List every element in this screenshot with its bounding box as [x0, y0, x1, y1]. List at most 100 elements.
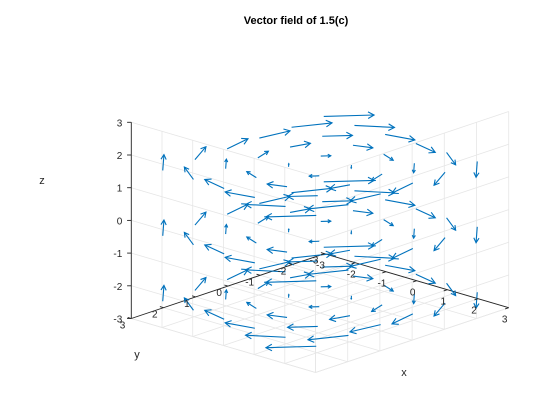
- x-tick-label: 2: [471, 306, 477, 317]
- arrow-shaft: [267, 248, 288, 253]
- y-tick-label: 3: [120, 321, 126, 332]
- arrow-shaft: [225, 289, 227, 300]
- arrow-shaft: [323, 114, 375, 117]
- vector-arrow: [433, 237, 446, 252]
- vector-arrow: [291, 185, 334, 194]
- vector-arrow: [244, 200, 286, 209]
- arrow-shaft: [194, 277, 207, 291]
- vector-arrow: [322, 131, 354, 140]
- vector-arrow: [308, 239, 320, 244]
- vector-arrow: [390, 182, 414, 195]
- arrow-shaft: [289, 208, 311, 213]
- arrow-shaft: [322, 200, 353, 203]
- back-wall-gridline: [131, 154, 316, 210]
- vector-arrow: [354, 123, 396, 131]
- arrow-head: [328, 249, 337, 257]
- arrow-shaft: [415, 208, 436, 219]
- vector-arrow: [264, 212, 317, 221]
- arrow-shaft: [162, 154, 165, 171]
- arrow-shaft: [323, 179, 375, 183]
- arrow-shaft: [413, 228, 415, 239]
- arrow-head: [287, 227, 290, 231]
- arrow-shaft: [385, 133, 415, 141]
- vector-arrow: [350, 165, 353, 170]
- vector-arrow: [320, 153, 332, 158]
- arrow-head: [327, 284, 332, 289]
- vector-arrow: [306, 204, 349, 213]
- vector-arrow: [323, 242, 376, 250]
- vector-arrow: [287, 162, 290, 167]
- vector-arrow: [286, 323, 318, 331]
- vector-arrow: [287, 227, 290, 233]
- axes-layer: [130, 122, 509, 319]
- vector-arrow: [383, 284, 395, 292]
- arrow-shaft: [225, 256, 255, 264]
- arrow-head: [264, 212, 273, 221]
- vector-arrow: [224, 254, 255, 264]
- vector-arrow: [433, 302, 446, 317]
- arrow-head: [367, 111, 376, 119]
- arrow-shaft: [354, 124, 395, 129]
- arrow-shaft: [257, 150, 269, 159]
- z-tick-label: -1: [113, 249, 122, 260]
- arrow-head: [327, 219, 332, 224]
- grid-layer: [130, 111, 510, 373]
- vector-arrow: [415, 142, 437, 154]
- arrow-shaft: [323, 245, 375, 248]
- arrow-shaft: [383, 153, 394, 161]
- arrow-head: [244, 266, 252, 274]
- arrow-head: [390, 318, 399, 325]
- arrow-shaft: [291, 122, 333, 128]
- arrow-head: [411, 300, 416, 305]
- y-tick: [288, 262, 293, 265]
- arrow-head: [244, 200, 252, 209]
- vector-arrow: [385, 264, 416, 274]
- arrow-head: [200, 145, 207, 153]
- vector-arrow: [286, 192, 318, 201]
- arrow-shaft: [475, 226, 478, 243]
- x-tick: [382, 271, 387, 274]
- arrow-head: [411, 169, 416, 174]
- arrow-head: [366, 208, 374, 217]
- vector-arrow: [224, 288, 229, 300]
- vector-arrow: [183, 231, 194, 246]
- arrow-shaft: [385, 264, 415, 272]
- z-tick-label: -3: [113, 315, 122, 326]
- arrow-head: [203, 309, 212, 317]
- arrow-shaft: [287, 260, 318, 263]
- arrow-head: [327, 153, 332, 158]
- vector-arrow: [390, 313, 414, 325]
- vector-arrow: [194, 145, 207, 161]
- arrow-shaft: [391, 247, 414, 260]
- vector-arrow: [308, 173, 320, 179]
- arrow-shaft: [413, 294, 415, 304]
- arrow-head: [160, 218, 167, 226]
- arrow-head: [160, 284, 167, 291]
- vector-arrow: [352, 208, 374, 217]
- arrow-shaft: [226, 138, 249, 150]
- vector-arrow: [226, 203, 250, 215]
- vector-arrow: [264, 278, 317, 286]
- arrow-shaft: [291, 187, 333, 194]
- vector-arrow: [226, 137, 250, 150]
- arrow-shaft: [433, 237, 446, 251]
- vector-arrow: [350, 295, 353, 301]
- vector-arrow: [160, 218, 167, 236]
- vector-arrow: [328, 183, 351, 192]
- vector-arrow: [308, 304, 320, 309]
- arrow-shaft: [162, 285, 165, 302]
- arrow-shaft: [259, 195, 291, 204]
- z-tick-label: 3: [117, 118, 123, 129]
- arrow-shaft: [352, 144, 373, 149]
- y-tick-label: -2: [277, 267, 286, 278]
- arrow-head: [428, 277, 437, 285]
- vector-arrow: [289, 140, 312, 149]
- vector-arrow: [289, 206, 312, 214]
- z-axis-label: z: [39, 175, 45, 187]
- arrow-head: [303, 140, 312, 149]
- vector-arrow: [411, 294, 416, 305]
- back-wall-gridline: [131, 121, 316, 177]
- arrow-head: [283, 128, 292, 136]
